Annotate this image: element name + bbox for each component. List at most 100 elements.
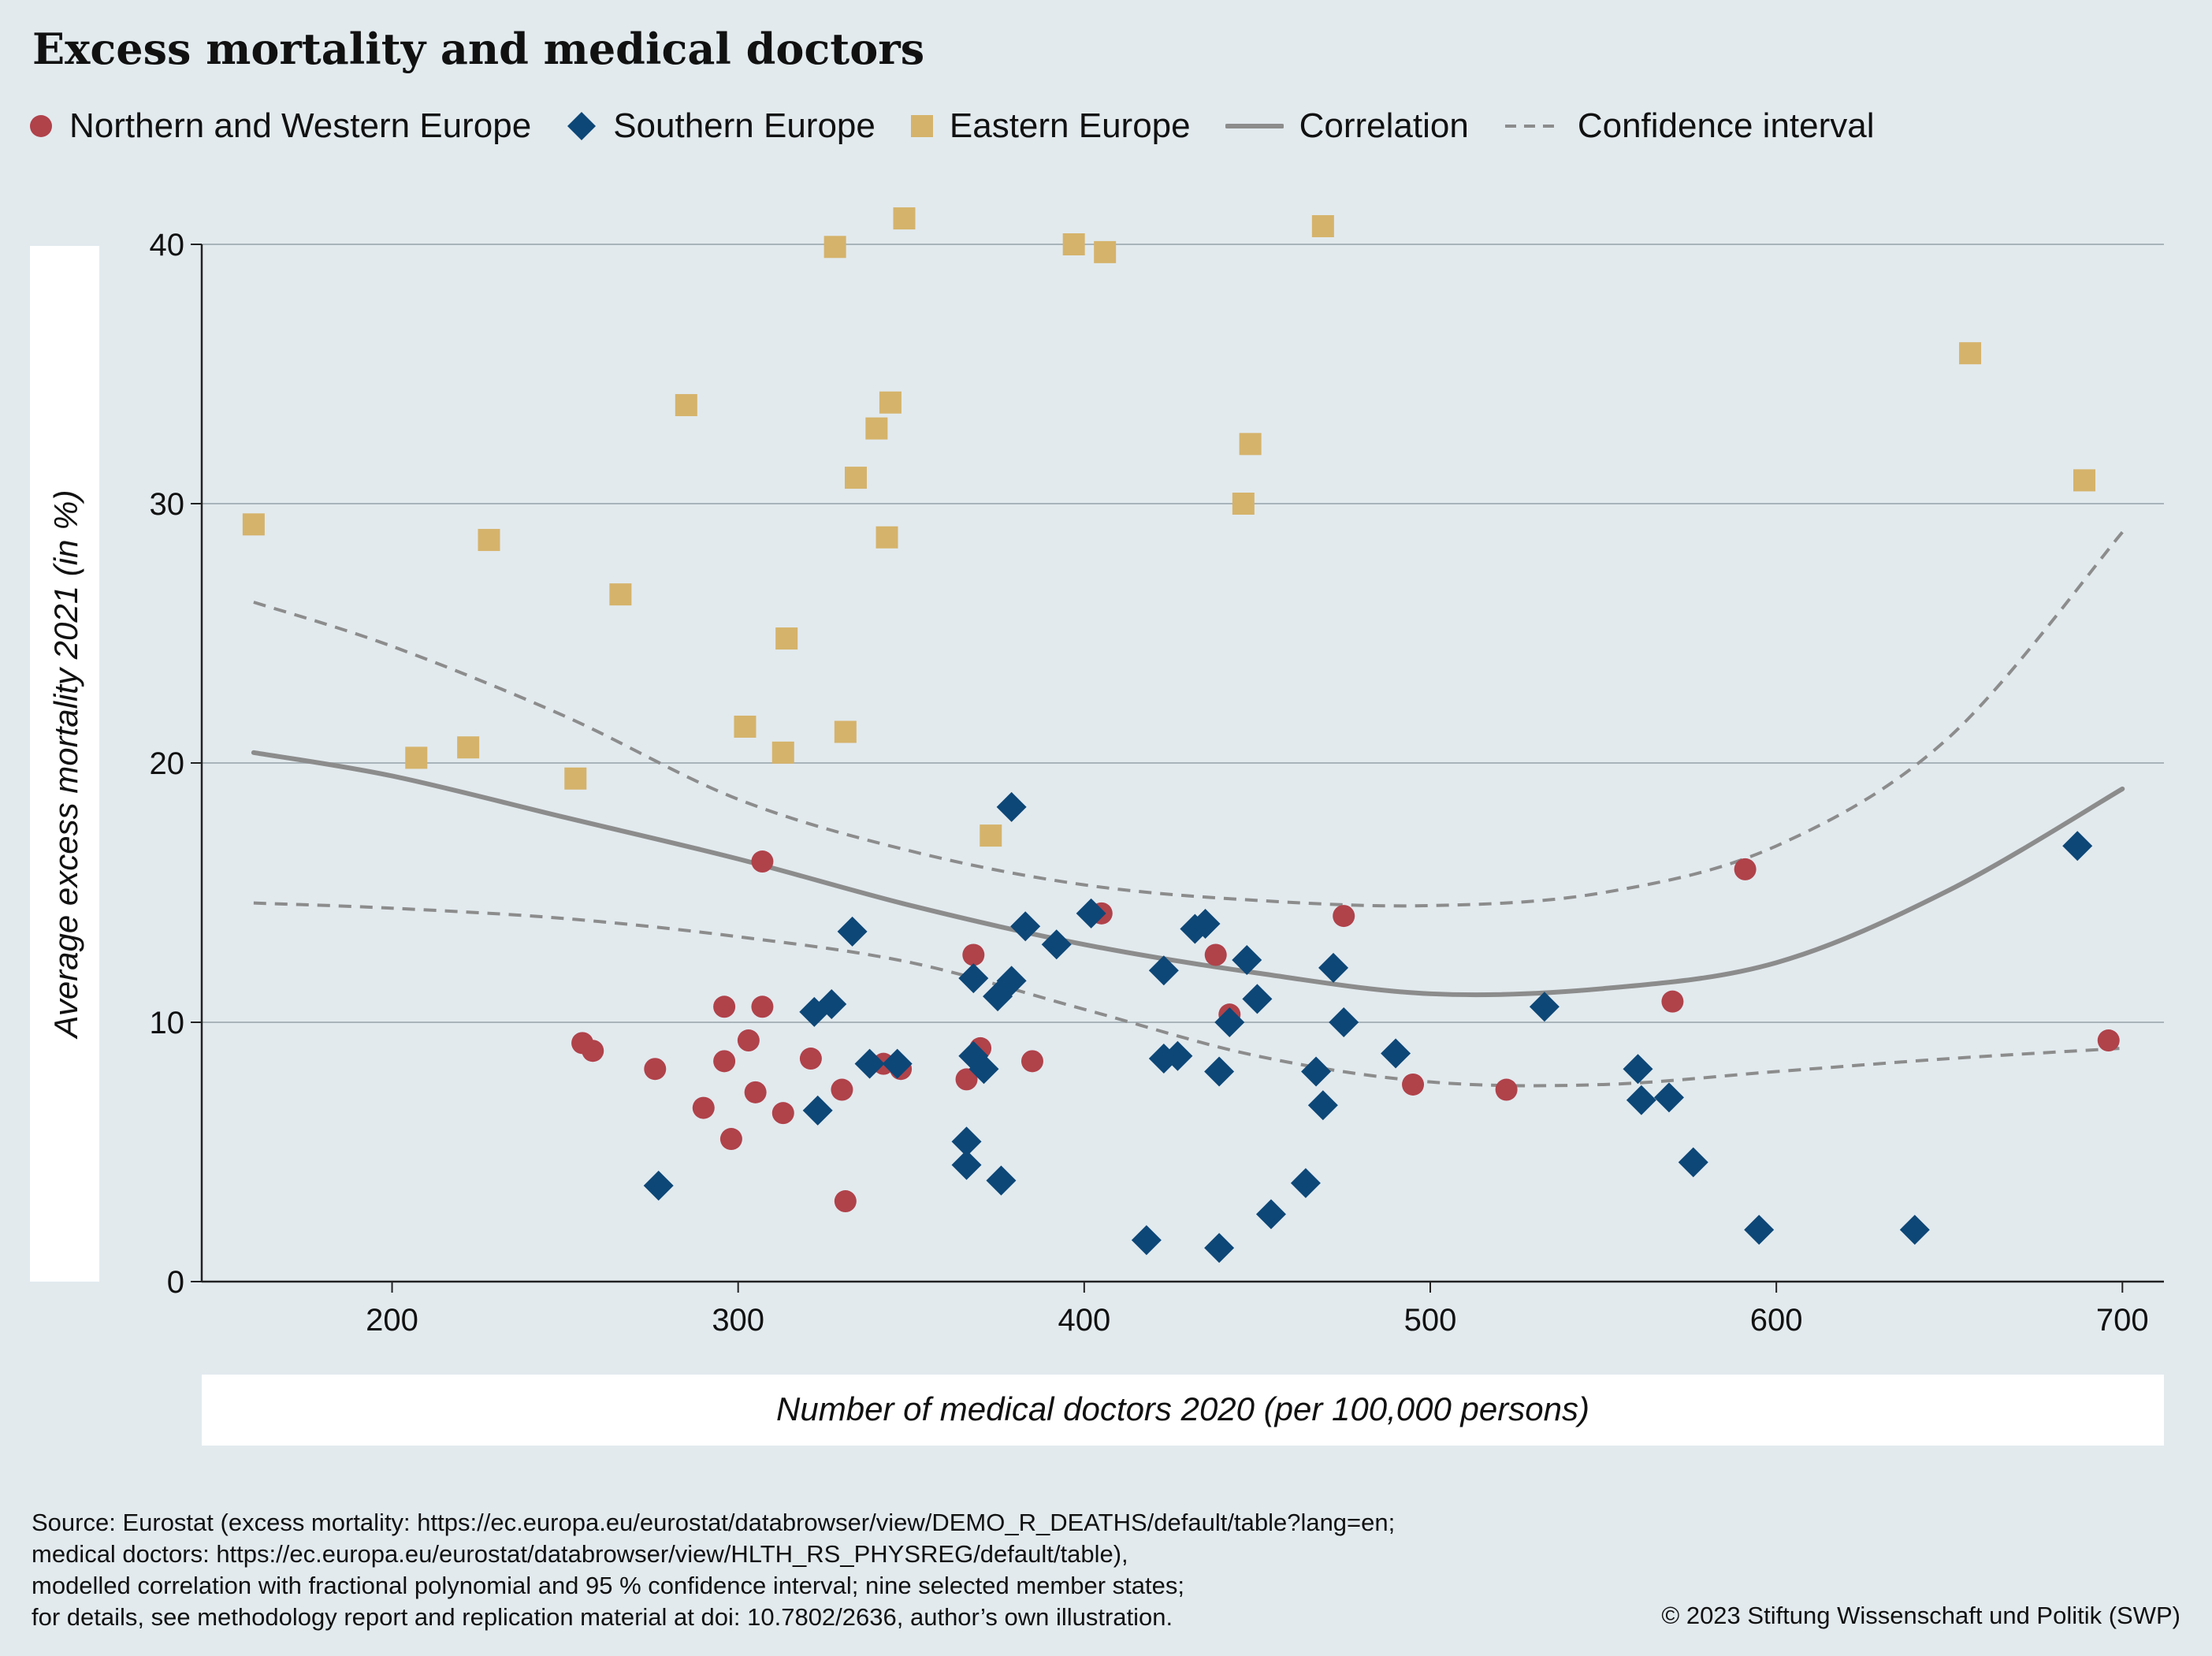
point-eastern bbox=[775, 627, 798, 650]
ci-upper-line bbox=[253, 530, 2124, 908]
point-eastern bbox=[478, 529, 500, 552]
point-eastern bbox=[879, 391, 902, 414]
point-eastern bbox=[1232, 493, 1255, 515]
point-northern-western bbox=[831, 1078, 853, 1101]
point-southern bbox=[1318, 952, 1349, 983]
point-southern bbox=[996, 966, 1027, 996]
point-eastern bbox=[675, 393, 697, 416]
copyright: © 2023 Stiftung Wissenschaft und Politik… bbox=[1661, 1602, 2180, 1629]
y-tick-label: 10 bbox=[150, 1006, 185, 1040]
x-tick-label: 300 bbox=[712, 1303, 764, 1338]
point-southern bbox=[1131, 1225, 1162, 1256]
source-line: modelled correlation with fractional pol… bbox=[32, 1572, 1184, 1599]
legend-label-southern: Southern Europe bbox=[613, 106, 876, 145]
point-northern-western bbox=[751, 850, 774, 873]
point-southern bbox=[986, 1165, 1017, 1196]
source-line: Source: Eurostat (excess mortality: http… bbox=[32, 1509, 1396, 1536]
point-southern bbox=[1329, 1007, 1359, 1037]
y-tick-label: 20 bbox=[150, 746, 185, 781]
square-marker-icon bbox=[910, 115, 933, 137]
x-axis-label: Number of medical doctors 2020 (per 100,… bbox=[776, 1390, 1589, 1427]
y-tick-label: 0 bbox=[167, 1265, 184, 1300]
point-northern-western bbox=[644, 1058, 667, 1081]
point-southern bbox=[1307, 1090, 1338, 1121]
point-eastern bbox=[609, 583, 632, 606]
point-northern-western bbox=[962, 943, 985, 966]
point-southern bbox=[1623, 1054, 1653, 1085]
legend-label-correlation: Correlation bbox=[1299, 106, 1469, 145]
point-southern bbox=[968, 1054, 999, 1085]
point-southern bbox=[643, 1170, 674, 1201]
point-eastern bbox=[734, 715, 757, 738]
x-tick-label: 500 bbox=[1404, 1303, 1457, 1338]
correlation-line-path bbox=[251, 750, 2125, 998]
legend-item-northern: Northern and Western Europe bbox=[28, 106, 531, 146]
x-tick-label: 600 bbox=[1750, 1303, 1803, 1338]
x-axis-label-panel: Number of medical doctors 2020 (per 100,… bbox=[202, 1375, 2164, 1446]
point-eastern bbox=[457, 736, 480, 759]
correlation-line bbox=[251, 750, 2125, 998]
legend-label-northern: Northern and Western Europe bbox=[69, 106, 532, 145]
point-southern bbox=[1678, 1147, 1708, 1178]
axes: 0 10 20 30 40 200 300 400 500 600 700 bbox=[150, 228, 2164, 1338]
point-southern bbox=[996, 791, 1027, 822]
point-northern-western bbox=[1333, 905, 1355, 928]
point-eastern bbox=[1239, 433, 1262, 456]
point-northern-western bbox=[1661, 990, 1684, 1013]
chart-title: Excess mortality and medical doctors bbox=[32, 24, 925, 74]
y-axis-label-panel bbox=[30, 246, 99, 1282]
point-southern bbox=[1010, 911, 1041, 942]
point-northern-western bbox=[1020, 1050, 1043, 1073]
point-eastern bbox=[2073, 469, 2095, 492]
ci-lower-line bbox=[253, 901, 2123, 1088]
point-eastern bbox=[405, 746, 428, 769]
point-northern-western bbox=[744, 1081, 767, 1103]
point-northern-western bbox=[692, 1096, 715, 1119]
point-northern-western bbox=[751, 995, 774, 1018]
point-northern-western bbox=[834, 1190, 857, 1213]
point-southern bbox=[951, 1149, 982, 1180]
point-southern bbox=[1190, 908, 1221, 939]
point-eastern bbox=[1959, 342, 1982, 365]
point-eastern bbox=[771, 741, 794, 764]
point-northern-western bbox=[713, 1050, 736, 1073]
point-southern bbox=[1626, 1085, 1656, 1115]
point-eastern bbox=[845, 467, 867, 489]
point-northern-western bbox=[582, 1040, 604, 1062]
x-tick-label: 700 bbox=[2096, 1303, 2149, 1338]
point-northern-western bbox=[1495, 1078, 1518, 1101]
y-tick-label: 40 bbox=[150, 228, 185, 262]
point-southern bbox=[1654, 1082, 1685, 1113]
point-southern bbox=[1242, 984, 1273, 1014]
data-points bbox=[242, 207, 2120, 1263]
point-southern bbox=[1529, 992, 1560, 1022]
point-northern-western bbox=[1402, 1073, 1425, 1096]
point-southern bbox=[837, 916, 868, 947]
legend-item-correlation: Correlation bbox=[1225, 106, 1469, 146]
point-northern-western bbox=[1204, 943, 1227, 966]
point-southern bbox=[1162, 1040, 1193, 1071]
point-eastern bbox=[865, 417, 888, 440]
x-tick-label: 400 bbox=[1058, 1303, 1110, 1338]
y-tick-label: 30 bbox=[150, 487, 185, 522]
point-southern bbox=[816, 988, 847, 1019]
confidence-interval bbox=[253, 530, 2124, 1088]
point-southern bbox=[1301, 1056, 1332, 1087]
point-eastern bbox=[980, 824, 1002, 847]
point-northern-western bbox=[771, 1102, 794, 1125]
point-southern bbox=[951, 1126, 982, 1157]
source-line: medical doctors: https://ec.europa.eu/eu… bbox=[32, 1540, 1128, 1568]
point-southern bbox=[1076, 898, 1106, 928]
point-southern bbox=[1214, 1007, 1245, 1037]
point-northern-western bbox=[737, 1029, 760, 1052]
solid-line-icon bbox=[1225, 124, 1284, 128]
point-southern bbox=[1148, 955, 1179, 986]
point-eastern bbox=[834, 720, 857, 743]
point-southern bbox=[1204, 1056, 1235, 1087]
point-northern-western bbox=[1734, 858, 1757, 880]
legend-label-eastern: Eastern Europe bbox=[949, 106, 1191, 145]
point-northern-western bbox=[799, 1048, 822, 1070]
legend-item-ci: Confidence interval bbox=[1504, 106, 1875, 146]
point-southern bbox=[2062, 831, 2093, 861]
point-eastern bbox=[823, 236, 846, 259]
